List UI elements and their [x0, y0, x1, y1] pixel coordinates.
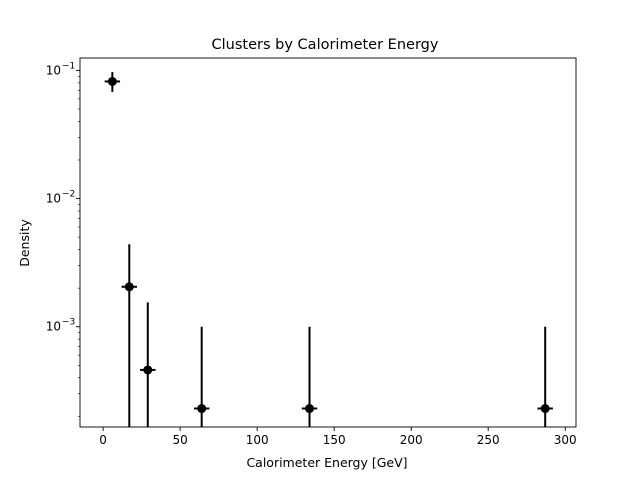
- y-tick-exponent: −2: [62, 190, 75, 200]
- y-tick-label: 10: [46, 192, 61, 206]
- data-point: [305, 404, 315, 414]
- chart-title: Clusters by Calorimeter Energy: [212, 37, 439, 53]
- y-tick-label: 10: [46, 320, 61, 334]
- x-tick-label: 100: [246, 433, 269, 447]
- plot-marks: [104, 72, 553, 427]
- y-tick-base: 10: [46, 192, 61, 206]
- y-tick-label: 10: [46, 63, 61, 77]
- x-tick-label: 200: [400, 433, 423, 447]
- y-tick-exponent: −3: [62, 318, 75, 328]
- x-axis: 0 50 100 150 200 250 300: [99, 427, 577, 447]
- plot-frame: [79, 57, 577, 428]
- x-tick-label: 250: [477, 433, 500, 447]
- y-tick-base: 10: [46, 63, 61, 77]
- x-tick-label: 0: [99, 433, 107, 447]
- data-point: [107, 76, 117, 86]
- y-axis: 10−310−210−1: [46, 61, 80, 417]
- x-tick-label: 50: [172, 433, 187, 447]
- y-axis-label: Density: [17, 219, 32, 267]
- x-axis-label: Calorimeter Energy [GeV]: [246, 455, 407, 470]
- y-tick-exponent: −1: [62, 61, 75, 71]
- data-point: [197, 404, 207, 414]
- data-point: [143, 365, 153, 375]
- y-tick-base: 10: [46, 320, 61, 334]
- data-point: [540, 404, 550, 414]
- x-tick-label: 150: [323, 433, 346, 447]
- data-point: [124, 282, 134, 292]
- x-tick-label: 300: [554, 433, 577, 447]
